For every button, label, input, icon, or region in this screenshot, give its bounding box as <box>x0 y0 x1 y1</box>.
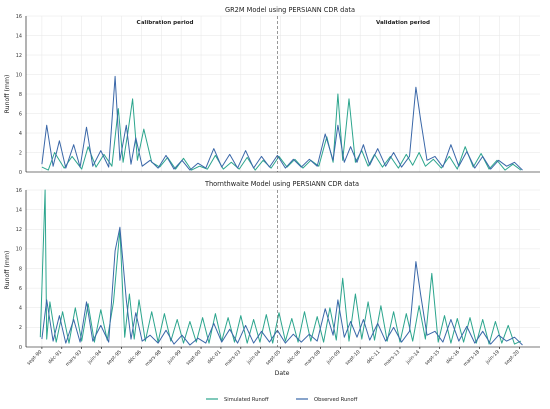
y-tick-label: 12 <box>16 227 22 233</box>
x-tick-label: sept-00 <box>185 349 202 366</box>
x-tick-label: sept-95 <box>106 349 123 366</box>
x-tick-label: juin-19 <box>484 349 501 366</box>
x-tick-label: juin-94 <box>86 349 103 366</box>
x-tick-label: mars-03 <box>224 349 243 368</box>
calibration-period-label: Calibration period <box>137 20 194 26</box>
y-tick-label: 0 <box>19 170 22 176</box>
x-tick-label: juin-99 <box>166 349 183 366</box>
x-tick-label: déc-16 <box>444 348 461 365</box>
observed-runoff-line <box>41 75 523 171</box>
x-tick-label: juin-04 <box>245 349 262 366</box>
y-tick-label: 14 <box>16 33 22 39</box>
x-axis-label: Date <box>275 370 290 377</box>
gr2m-y-axis-label: Runoff (mm) <box>4 75 11 114</box>
x-tick-label: sept-90 <box>26 349 43 366</box>
simulated-runoff-line <box>39 189 522 345</box>
y-tick-label: 10 <box>16 247 22 253</box>
x-tick-label: juin-09 <box>325 349 342 366</box>
y-tick-label: 10 <box>16 72 22 78</box>
x-tick-label: mars-18 <box>462 349 481 368</box>
y-tick-label: 6 <box>19 111 22 117</box>
y-tick-label: 0 <box>19 345 22 351</box>
thornthwaite-title: Thornthwaite Model using PERSIANN CDR da… <box>204 180 359 188</box>
x-tick-label: sept-05 <box>265 349 282 366</box>
x-tick-label: sept-20 <box>503 349 520 366</box>
gr2m-panel: GR2M Model using PERSIANN CDR data Calib… <box>4 6 540 176</box>
y-tick-label: 8 <box>19 266 22 272</box>
y-tick-label: 14 <box>16 207 22 213</box>
x-tick-label: mars-13 <box>383 349 402 368</box>
validation-period-label: Validation period <box>376 20 430 26</box>
y-tick-label: 4 <box>19 306 22 312</box>
gridlines <box>26 189 540 348</box>
gridlines <box>26 15 540 173</box>
thornthwaite-y-axis-label: Runoff (mm) <box>4 251 11 290</box>
y-tick-label: 16 <box>16 14 22 20</box>
x-tick-label: mars-93 <box>65 349 84 368</box>
y-tick-label: 16 <box>16 188 22 194</box>
legend-observed-label: Observed Runoff <box>314 397 358 403</box>
x-tick-label: sept-10 <box>344 349 361 366</box>
x-tick-label: déc-91 <box>46 348 63 365</box>
x-tick-label: sept-15 <box>424 349 441 366</box>
x-tick-label: déc-11 <box>365 348 382 365</box>
x-tick-label: mars-08 <box>303 349 322 368</box>
gr2m-title: GR2M Model using PERSIANN CDR data <box>225 6 355 14</box>
legend: Simulated Runoff Observed Runoff <box>206 397 358 403</box>
y-tick-label: 8 <box>19 92 22 98</box>
thornthwaite-panel: Thornthwaite Model using PERSIANN CDR da… <box>4 180 540 377</box>
y-tick-label: 6 <box>19 286 22 292</box>
y-tick-label: 2 <box>19 325 22 331</box>
x-tick-label: déc-96 <box>126 348 143 365</box>
x-tick-label: déc-01 <box>206 348 223 365</box>
legend-simulated-label: Simulated Runoff <box>224 397 269 403</box>
x-tick-label: mars-98 <box>144 349 163 368</box>
x-tick-label: déc-06 <box>285 348 302 365</box>
simulated-runoff-line <box>41 93 522 171</box>
y-tick-label: 4 <box>19 131 22 137</box>
x-tick-label: juin-14 <box>404 349 421 366</box>
y-tick-label: 12 <box>16 53 22 59</box>
y-tick-label: 2 <box>19 150 22 156</box>
